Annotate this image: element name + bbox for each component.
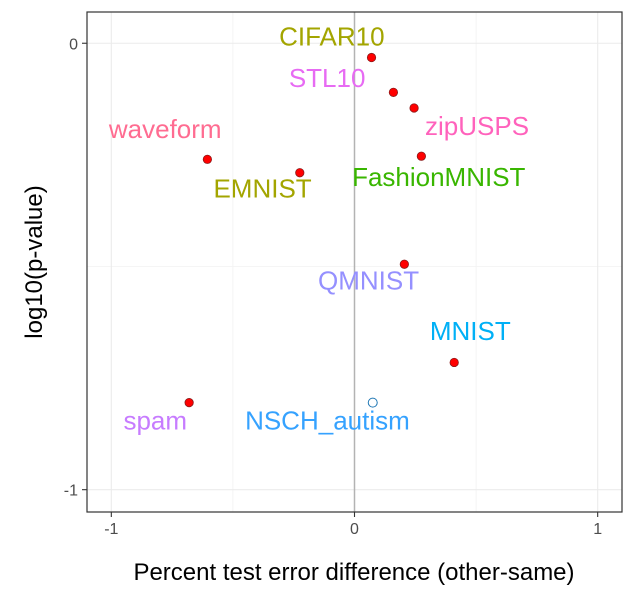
point-label: NSCH_autism bbox=[245, 405, 410, 435]
data-point bbox=[399, 259, 409, 269]
x-tick-label: 0 bbox=[350, 521, 359, 538]
point-label: MNIST bbox=[430, 316, 511, 346]
x-tick-label: -1 bbox=[104, 521, 118, 538]
point-label: FashionMNIST bbox=[352, 162, 525, 192]
point-label: EMNIST bbox=[213, 173, 311, 203]
point-labels: CIFAR10 STL10 zipUSPS waveform EMNIST Fashion… bbox=[108, 21, 529, 435]
data-point bbox=[202, 154, 212, 164]
data-point bbox=[184, 398, 194, 408]
data-point bbox=[295, 168, 305, 178]
point-label: CIFAR10 bbox=[279, 21, 385, 51]
point-label: STL10 bbox=[289, 63, 366, 93]
point-label: spam bbox=[123, 405, 187, 435]
x-tick-label: 1 bbox=[593, 521, 602, 538]
data-points bbox=[184, 52, 459, 408]
y-tick-label: 0 bbox=[69, 36, 78, 53]
data-point bbox=[366, 52, 377, 63]
data-point bbox=[416, 151, 426, 161]
x-axis-title: Percent test error difference (other-sam… bbox=[133, 559, 574, 586]
axis-ticks: -1 0 1 -1 0 bbox=[64, 36, 602, 538]
data-point bbox=[409, 103, 419, 113]
data-point bbox=[449, 357, 459, 368]
point-label: zipUSPS bbox=[425, 111, 529, 141]
y-axis-title: log10(p-value) bbox=[21, 185, 48, 338]
data-point bbox=[388, 87, 399, 97]
point-label: QMNIST bbox=[318, 266, 419, 296]
data-point bbox=[367, 397, 378, 408]
y-tick-label: -1 bbox=[64, 483, 78, 500]
point-label: waveform bbox=[108, 114, 222, 144]
